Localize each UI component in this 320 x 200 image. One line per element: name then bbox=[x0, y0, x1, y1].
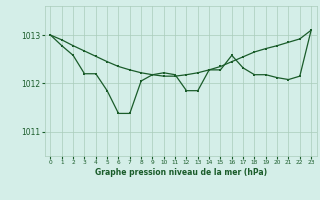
X-axis label: Graphe pression niveau de la mer (hPa): Graphe pression niveau de la mer (hPa) bbox=[95, 168, 267, 177]
